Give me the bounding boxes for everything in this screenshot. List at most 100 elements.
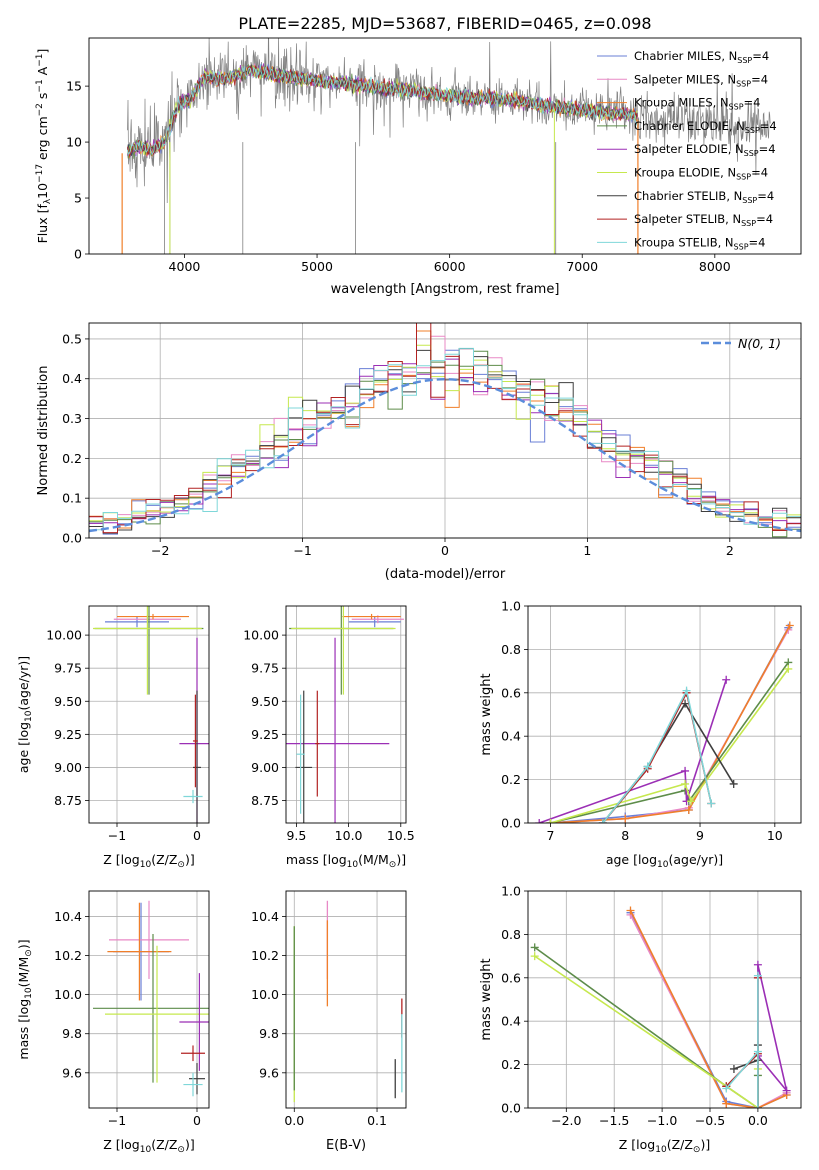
x-tick-label: 10.5 xyxy=(387,828,415,843)
x-tick-label: 0 xyxy=(193,828,201,843)
y-tick-label: 0.1 xyxy=(62,491,82,506)
y-tick-label: 0.4 xyxy=(62,371,82,386)
normal-curve xyxy=(89,377,801,533)
weight-vs-Z-ylabel: mass weight xyxy=(479,958,494,1040)
weight-point-marker xyxy=(535,819,544,823)
y-tick-label: 0.4 xyxy=(501,729,521,744)
age-vs-mass-plot-area xyxy=(286,606,404,823)
spectrum-axes: 4000 5000 6000 7000 8000 0 5 10 15 wavelength [An… xyxy=(35,37,802,297)
y-tick-label: 9.8 xyxy=(62,1026,82,1041)
weight-point-marker xyxy=(687,797,696,806)
x-tick-label: −2 xyxy=(151,543,169,558)
spectrum-model-line xyxy=(127,64,638,157)
legend-entry: Kroupa ELODIE, NSSP=4 xyxy=(634,166,768,182)
y-tick-label: 0 xyxy=(74,247,82,262)
y-tick-label: 9.6 xyxy=(62,1065,82,1080)
weight-point-marker xyxy=(598,819,607,823)
y-tick-label: 5 xyxy=(74,191,82,206)
y-tick-label: 8.75 xyxy=(54,793,82,808)
legend-entry: N(0, 1) xyxy=(738,336,781,351)
y-tick-label: 9.00 xyxy=(54,760,82,775)
weight-point-marker xyxy=(626,906,635,915)
weight-point-marker xyxy=(722,1084,731,1093)
y-tick-label: 10.2 xyxy=(54,948,82,963)
weight-point-marker xyxy=(682,686,691,695)
y-tick-label: 9.8 xyxy=(259,1026,279,1041)
mass-vs-ebv-plot-area xyxy=(293,900,403,1103)
y-tick-label: 0.2 xyxy=(501,772,521,787)
weight-vs-age-axes: 7 8 9 10 0.0 0.2 0.4 0.6 0.8 1.0 age [log10(age/yr… xyxy=(479,599,802,870)
x-tick-label: 7 xyxy=(546,828,554,843)
mass-vs-ebv-frame xyxy=(285,890,407,1109)
y-tick-label: 10.00 xyxy=(46,628,82,643)
residual-histogram-step xyxy=(89,323,801,534)
weight-point-marker xyxy=(753,1047,762,1056)
x-tick-label: 8 xyxy=(621,828,629,843)
legend-entry: Chabrier ELODIE, NSSP=4 xyxy=(634,119,777,135)
y-tick-label: 9.00 xyxy=(251,760,279,775)
y-tick-label: 10.4 xyxy=(251,909,279,924)
mass-vs-Z-xlabel: Z [log10(Z/Z⊙)] xyxy=(103,1137,194,1155)
spectrum-plot-area xyxy=(121,38,771,254)
y-tick-label: 0.5 xyxy=(62,331,82,346)
y-tick-label: 10 xyxy=(66,135,82,150)
y-tick-label: 9.25 xyxy=(251,727,279,742)
y-tick-label: 9.50 xyxy=(251,694,279,709)
legend-entry: Salpeter MILES, NSSP=4 xyxy=(634,72,768,88)
weight-vs-Z-frame xyxy=(527,890,802,1109)
x-tick-label: −1.5 xyxy=(599,1113,629,1128)
weight-point-marker xyxy=(722,1099,731,1108)
y-tick-label: 0.3 xyxy=(62,411,82,426)
y-tick-label: 9.50 xyxy=(54,694,82,709)
y-tick-label: 0.2 xyxy=(501,1057,521,1072)
weight-vs-age-ylabel: mass weight xyxy=(479,673,494,755)
weight-point-marker xyxy=(722,675,731,684)
weight-series-line xyxy=(725,977,759,1108)
mass-vs-Z-axes: −1 0 9.6 9.8 10.0 10.2 10.4 Z [log10(Z/Z⊙)] mass… xyxy=(16,890,210,1155)
weight-vs-Z-axes: −2.0 −1.5 −1.0 −0.5 0.0 0.0 0.2 0.4 0.6 0.8 1.0 Z [… xyxy=(479,884,802,1155)
weight-series-line xyxy=(629,910,787,1108)
residuals-plot-area xyxy=(89,323,801,538)
weight-point-marker xyxy=(782,1086,791,1095)
y-tick-label: 1.0 xyxy=(501,599,521,614)
residuals-axes: −2 −1 0 1 2 0.0 0.1 0.2 0.3 0.4 0.5 (data-model)/er… xyxy=(36,322,802,582)
spectrum-legend: Chabrier MILES, NSSP=4 Salpeter MILES, NS… xyxy=(597,49,777,251)
x-tick-label: −1 xyxy=(293,543,311,558)
figure-title: PLATE=2285, MJD=53687, FIBERID=0465, z=0… xyxy=(238,14,651,33)
y-tick-label: 10.4 xyxy=(54,909,82,924)
x-tick-label: 9 xyxy=(696,828,704,843)
x-tick-label: −0.5 xyxy=(695,1113,725,1128)
x-tick-label: 0.1 xyxy=(367,1113,387,1128)
weight-point-marker xyxy=(729,779,738,788)
y-tick-label: 10.2 xyxy=(251,948,279,963)
y-tick-label: 0.6 xyxy=(501,970,521,985)
weight-vs-Z-plot-area xyxy=(530,906,791,1108)
x-tick-label: −1.0 xyxy=(647,1113,677,1128)
age-vs-mass-frame xyxy=(285,605,407,824)
legend-entry: Salpeter STELIB, NSSP=4 xyxy=(634,212,773,228)
x-tick-label: 6000 xyxy=(434,259,466,274)
y-tick-label: 0.0 xyxy=(62,531,82,546)
y-tick-label: 10.0 xyxy=(54,987,82,1002)
weight-point-marker xyxy=(753,971,762,980)
x-tick-label: 10 xyxy=(767,828,783,843)
spectrum-ylabel: Flux [fλ10−17 erg cm−2 s−1 A−1] xyxy=(35,49,53,244)
x-tick-label: 10.0 xyxy=(335,828,363,843)
x-tick-label: 2 xyxy=(726,543,734,558)
residuals-ylabel: Normed distribution xyxy=(36,366,51,496)
y-tick-label: 9.75 xyxy=(54,661,82,676)
x-tick-label: 5000 xyxy=(301,259,333,274)
weight-point-marker xyxy=(784,664,793,673)
weight-point-marker xyxy=(753,960,762,969)
age-vs-Z-xlabel: Z [log10(Z/Z⊙)] xyxy=(103,852,194,870)
age-vs-mass-axes: 9.5 10.0 10.5 8.75 9.00 9.25 9.50 9.75 10.00 mass… xyxy=(243,605,415,870)
weight-vs-Z-xlabel: Z [log10(Z/Z⊙)] xyxy=(619,1137,710,1155)
weight-vs-age-plot-area xyxy=(535,621,794,823)
spectrum-frame xyxy=(88,37,802,255)
age-vs-Z-axes: −1 0 8.75 9.00 9.25 9.50 9.75 10.00 Z [log10(Z/Z… xyxy=(16,605,210,870)
x-tick-label: −1 xyxy=(108,828,126,843)
y-tick-label: 9.75 xyxy=(251,661,279,676)
y-tick-label: 8.75 xyxy=(251,793,279,808)
weight-point-marker xyxy=(684,805,693,814)
